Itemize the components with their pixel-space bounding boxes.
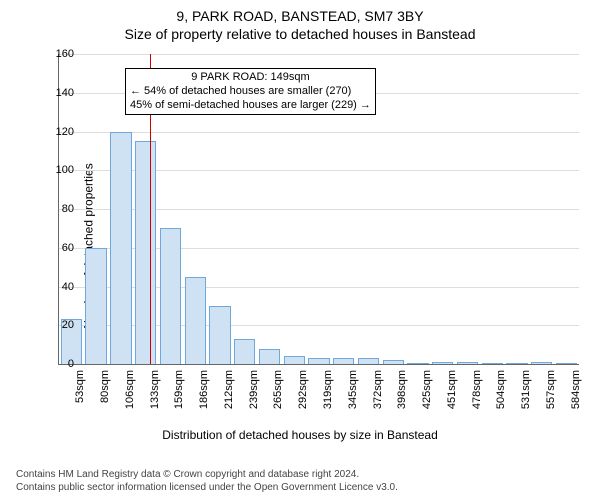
- histogram-bar: [135, 141, 156, 364]
- histogram-bar: [85, 248, 106, 364]
- histogram-bar: [185, 277, 206, 364]
- histogram-bar: [383, 360, 404, 364]
- x-tick-label: 53sqm: [74, 370, 86, 403]
- y-tick-label: 0: [44, 358, 74, 370]
- plot-area: 9 PARK ROAD: 149sqm← 54% of detached hou…: [58, 54, 579, 365]
- x-tick-label: 239sqm: [248, 370, 260, 409]
- chart-title-line1: 9, PARK ROAD, BANSTEAD, SM7 3BY: [0, 8, 600, 26]
- histogram-bar: [506, 363, 527, 364]
- x-tick-label: 292sqm: [297, 370, 309, 409]
- histogram-bar: [457, 362, 478, 364]
- histogram-bar: [110, 132, 131, 365]
- histogram-bar: [284, 356, 305, 364]
- histogram-bar: [259, 349, 280, 365]
- histogram-bar: [432, 362, 453, 364]
- histogram-bar: [482, 363, 503, 364]
- x-tick-label: 398sqm: [396, 370, 408, 409]
- histogram-bar: [333, 358, 354, 364]
- annotation-line: 45% of semi-detached houses are larger (…: [130, 99, 371, 113]
- y-tick-label: 40: [44, 281, 74, 293]
- x-tick-label: 265sqm: [272, 370, 284, 409]
- x-tick-label: 159sqm: [173, 370, 185, 409]
- chart-area: Number of detached properties 9 PARK ROA…: [0, 46, 600, 446]
- x-tick-label: 478sqm: [471, 370, 483, 409]
- histogram-bar: [234, 339, 255, 364]
- x-tick-label: 372sqm: [372, 370, 384, 409]
- annotation-line: 9 PARK ROAD: 149sqm: [130, 71, 371, 85]
- x-tick-label: 531sqm: [520, 370, 532, 409]
- annotation-line: ← 54% of detached houses are smaller (27…: [130, 85, 371, 99]
- footer-line1: Contains HM Land Registry data © Crown c…: [16, 469, 398, 482]
- histogram-bar: [209, 306, 230, 364]
- footer-attribution: Contains HM Land Registry data © Crown c…: [16, 469, 398, 494]
- annotation-box: 9 PARK ROAD: 149sqm← 54% of detached hou…: [125, 68, 376, 115]
- gridline-h: [59, 54, 579, 55]
- y-tick-label: 140: [44, 87, 74, 99]
- x-tick-label: 212sqm: [223, 370, 235, 409]
- x-tick-label: 451sqm: [446, 370, 458, 409]
- x-tick-label: 504sqm: [495, 370, 507, 409]
- x-axis-label: Distribution of detached houses by size …: [0, 428, 600, 442]
- x-tick-label: 319sqm: [322, 370, 334, 409]
- y-tick-label: 80: [44, 203, 74, 215]
- y-tick-label: 120: [44, 126, 74, 138]
- footer-line2: Contains public sector information licen…: [16, 482, 398, 495]
- histogram-bar: [308, 358, 329, 364]
- gridline-h: [59, 132, 579, 133]
- y-tick-label: 20: [44, 319, 74, 331]
- histogram-bar: [556, 363, 577, 364]
- histogram-bar: [407, 363, 428, 364]
- x-tick-label: 80sqm: [99, 370, 111, 403]
- histogram-bar: [358, 358, 379, 364]
- x-tick-label: 106sqm: [124, 370, 136, 409]
- x-tick-label: 345sqm: [347, 370, 359, 409]
- histogram-bar: [531, 362, 552, 364]
- x-tick-label: 425sqm: [421, 370, 433, 409]
- y-tick-label: 100: [44, 164, 74, 176]
- y-tick-label: 60: [44, 242, 74, 254]
- chart-title-line2: Size of property relative to detached ho…: [0, 26, 600, 44]
- y-tick-label: 160: [44, 48, 74, 60]
- x-tick-label: 584sqm: [570, 370, 582, 409]
- chart-title-block: 9, PARK ROAD, BANSTEAD, SM7 3BY Size of …: [0, 0, 600, 43]
- x-tick-label: 557sqm: [545, 370, 557, 409]
- x-tick-label: 133sqm: [149, 370, 161, 409]
- x-tick-label: 186sqm: [198, 370, 210, 409]
- histogram-bar: [160, 228, 181, 364]
